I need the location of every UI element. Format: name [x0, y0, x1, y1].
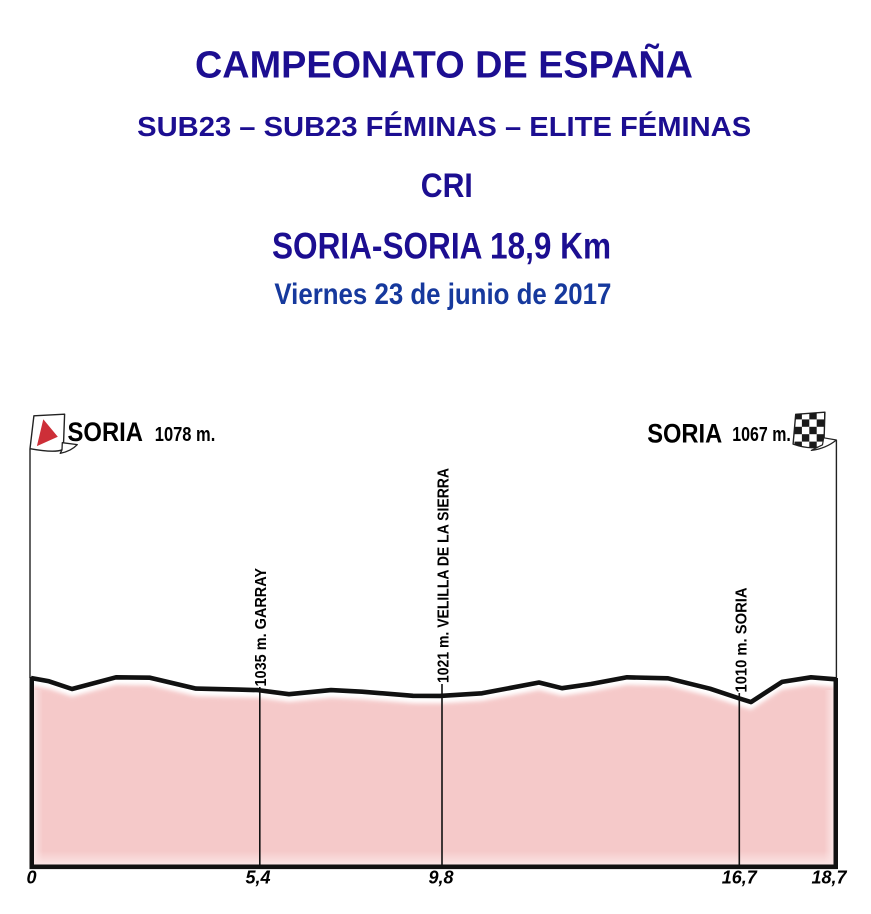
svg-text:1035 m. GARRAY: 1035 m. GARRAY — [253, 568, 270, 687]
svg-text:SUB23 – SUB23 FÉMINAS – ELITE: SUB23 – SUB23 FÉMINAS – ELITE FÉMINAS — [137, 111, 751, 142]
svg-text:CRI: CRI — [421, 167, 473, 205]
svg-text:0: 0 — [26, 868, 36, 888]
svg-text:1021 m. VELILLA DE LA SIERRA: 1021 m. VELILLA DE LA SIERRA — [436, 468, 453, 683]
svg-text:SORIA: SORIA — [647, 419, 722, 449]
svg-text:SORIA: SORIA — [68, 417, 144, 447]
svg-text:9,8: 9,8 — [428, 868, 453, 888]
svg-text:18,7: 18,7 — [811, 868, 847, 888]
svg-text:5,4: 5,4 — [245, 868, 270, 888]
svg-text:16,7: 16,7 — [722, 868, 758, 888]
svg-text:SORIA-SORIA 18,9 Km: SORIA-SORIA 18,9 Km — [272, 225, 611, 266]
svg-text:1010 m. SORIA: 1010 m. SORIA — [733, 587, 750, 692]
svg-text:1078 m.: 1078 m. — [155, 424, 216, 446]
svg-text:CAMPEONATO DE ESPAÑA: CAMPEONATO DE ESPAÑA — [195, 43, 693, 87]
svg-text:1067 m.: 1067 m. — [732, 424, 791, 446]
svg-text:Viernes 23 de junio de 2017: Viernes 23 de junio de 2017 — [274, 278, 611, 311]
